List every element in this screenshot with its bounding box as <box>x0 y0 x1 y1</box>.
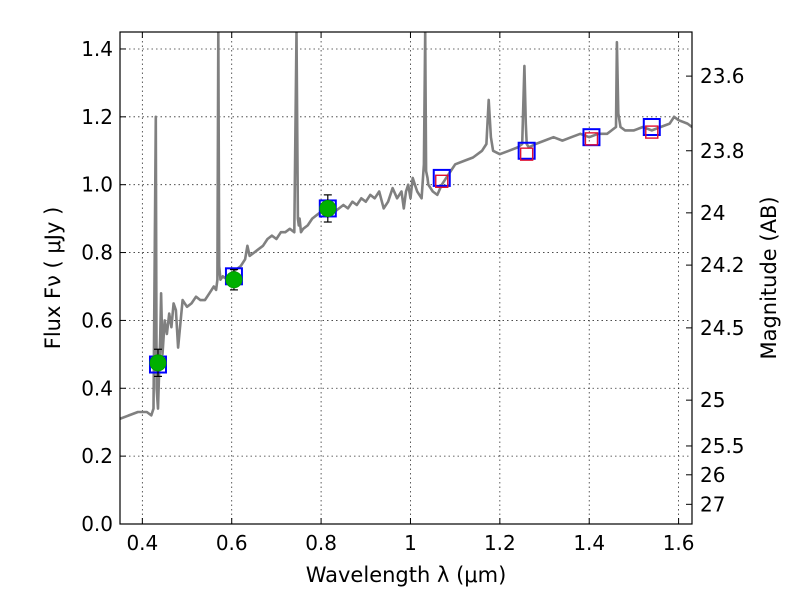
observed-point <box>225 271 243 289</box>
x-axis-title: Wavelength λ (μm) <box>306 563 507 587</box>
axis-ticks <box>120 32 692 525</box>
x-tick-label: 1.6 <box>663 531 695 555</box>
model-band-marker <box>642 118 661 137</box>
predicted-marker <box>519 147 534 161</box>
right-tick-label: 24.5 <box>700 316 745 340</box>
x-tick-label: 0.4 <box>126 531 158 555</box>
marker-layer <box>148 118 661 377</box>
right-tick-labels: 23.6 23.8 24 24.2 24.5 25 25.5 26 27 <box>700 64 745 516</box>
y-tick-label: 0.2 <box>81 444 113 468</box>
y-tick-label: 1.2 <box>81 105 113 129</box>
y-tick-label: 0.8 <box>81 241 113 265</box>
y-tick-label: 1.4 <box>81 37 113 61</box>
predicted-marker <box>584 132 599 146</box>
right-tick-label: 27 <box>700 492 725 516</box>
y-tick-label: 1.0 <box>81 173 113 197</box>
observed-point <box>319 199 337 217</box>
x-tick-label: 1 <box>404 531 417 555</box>
right-tick-label: 23.6 <box>700 64 745 88</box>
right-tick-label: 23.8 <box>700 139 745 163</box>
spectrum-line <box>120 32 692 421</box>
right-tick-label: 24 <box>700 201 725 225</box>
x-tick-label: 1.4 <box>573 531 605 555</box>
right-tick-label: 25.5 <box>700 434 745 458</box>
predicted-marker <box>645 125 659 139</box>
x-tick-label: 1.2 <box>484 531 516 555</box>
x-tick-labels: 0.4 0.6 0.8 1 1.2 1.4 1.6 <box>126 531 694 555</box>
y-tick-labels: 0.0 0.2 0.4 0.6 0.8 1.0 1.2 1.4 <box>81 37 113 536</box>
right-tick-label: 26 <box>700 463 725 487</box>
grid-lines <box>120 32 692 525</box>
x-tick-label: 0.8 <box>305 531 337 555</box>
model-band-marker <box>432 168 451 187</box>
predicted-marker <box>435 174 449 188</box>
y-axis-title: Flux Fν ( μJy ) <box>41 207 65 350</box>
model-band-marker <box>517 141 536 160</box>
spectrum-layer <box>120 32 692 421</box>
observed-point <box>149 354 167 372</box>
y-tick-label: 0.4 <box>81 376 113 400</box>
plot-frame <box>119 31 693 525</box>
x-tick-label: 0.6 <box>216 531 248 555</box>
right-tick-label: 24.2 <box>700 253 745 277</box>
y-tick-label: 0.6 <box>81 308 113 332</box>
right-axis-title: Magnitude (AB) <box>757 196 781 359</box>
right-tick-label: 25 <box>700 388 725 412</box>
y-tick-label: 0.0 <box>81 512 113 536</box>
